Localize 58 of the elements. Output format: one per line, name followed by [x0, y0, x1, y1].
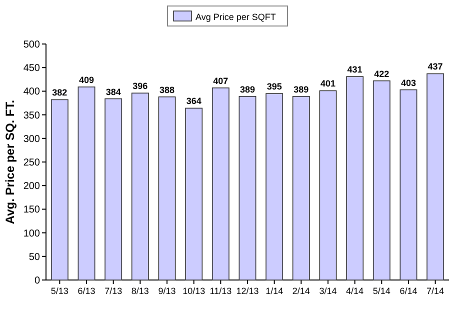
bar — [426, 73, 444, 280]
y-tick-label: 300 — [23, 134, 40, 145]
bar — [319, 90, 337, 280]
x-tick-label: 11/13 — [210, 286, 232, 296]
bar — [131, 92, 149, 280]
y-tick-label: 400 — [23, 86, 40, 98]
x-tick-label: 6/13 — [78, 286, 96, 296]
x-tick-label: 1/14 — [266, 286, 284, 296]
x-tick-label: 10/13 — [182, 286, 206, 296]
data-label: 422 — [374, 68, 390, 79]
data-label: 403 — [400, 78, 416, 88]
x-tick-label: 4/14 — [346, 286, 364, 296]
x-tick-label: 2/14 — [292, 286, 310, 296]
y-tick-label: 50 — [28, 252, 40, 263]
x-tick-label: 6/14 — [400, 286, 418, 296]
data-label: 407 — [213, 76, 228, 86]
bar — [238, 96, 256, 280]
bar — [185, 108, 203, 280]
bar — [212, 87, 230, 280]
y-tick-label: 100 — [23, 228, 40, 240]
y-axis-title: Avg. Price per SQ. FT. — [3, 100, 17, 224]
data-label: 389 — [294, 84, 309, 94]
data-label: 389 — [240, 84, 256, 94]
x-tick-label: 5/14 — [372, 286, 390, 296]
y-tick-label: 200 — [23, 181, 40, 192]
data-label: 396 — [132, 81, 148, 92]
x-tick-label: 3/14 — [319, 286, 337, 296]
y-tick-label: 0 — [34, 276, 40, 286]
data-label: 431 — [347, 64, 362, 75]
x-tick-label: 5/13 — [50, 286, 68, 296]
data-label: 401 — [320, 78, 336, 89]
x-tick-label: 8/13 — [131, 286, 149, 296]
y-tick-label: 450 — [23, 63, 40, 74]
y-tick-label: 500 — [23, 40, 40, 50]
data-label: 384 — [106, 86, 121, 97]
legend-label: Avg Price per SQFT — [196, 12, 276, 22]
data-label: 437 — [428, 62, 443, 72]
data-label: 388 — [159, 84, 175, 95]
x-tick-label: 9/13 — [158, 286, 176, 296]
bar — [78, 86, 96, 280]
x-tick-label: 7/13 — [104, 286, 122, 296]
bar — [50, 99, 68, 280]
data-label: 395 — [266, 82, 282, 92]
bar — [104, 98, 122, 280]
bar — [400, 89, 418, 280]
x-tick-label: 12/13 — [236, 286, 259, 296]
bar — [292, 96, 310, 280]
data-label: 409 — [79, 74, 94, 85]
bar — [372, 80, 390, 280]
bar — [346, 76, 364, 280]
x-tick-label: 7/14 — [426, 286, 444, 296]
bar — [158, 96, 176, 280]
data-label: 382 — [52, 88, 68, 98]
data-label: 364 — [186, 96, 202, 106]
y-tick-label: 150 — [23, 204, 40, 216]
y-tick-label: 250 — [23, 158, 40, 168]
bar — [266, 93, 284, 280]
y-tick-label: 350 — [23, 110, 40, 122]
